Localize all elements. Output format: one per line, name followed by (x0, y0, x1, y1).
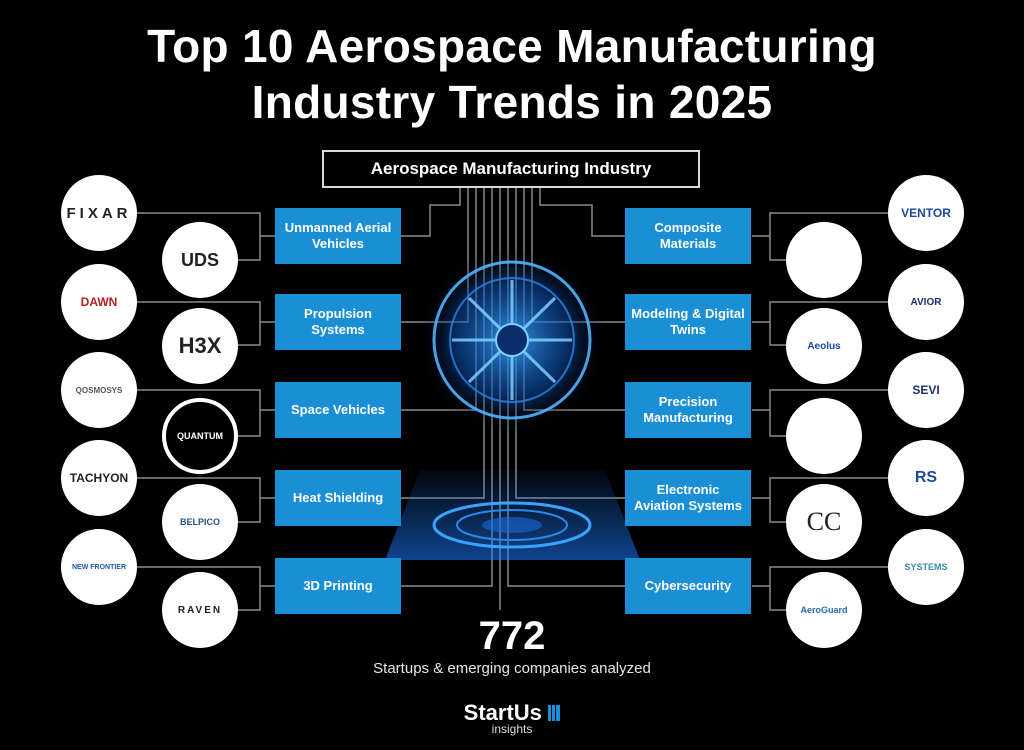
page-title-line-1: Top 10 Aerospace Manufacturing (147, 20, 877, 72)
trend-modeling-digital-twins: Modeling & Digital Twins (625, 294, 751, 350)
logo-uds: UDS (162, 222, 238, 298)
logo-sevi: SEVI (888, 352, 964, 428)
industry-header: Aerospace Manufacturing Industry (322, 150, 700, 188)
trend-space-vehicles: Space Vehicles (275, 382, 401, 438)
bar-chart-icon (548, 705, 561, 721)
logo-raven: RAVEN (162, 572, 238, 648)
logo-aeolus: Aeolus (786, 308, 862, 384)
brand-subtitle: insights (491, 722, 533, 736)
trend-3d-printing: 3D Printing (275, 558, 401, 614)
logo-composite-startup (786, 222, 862, 298)
logo-rs-flight-systems: RS (888, 440, 964, 516)
trend-precision-manufacturing: Precision Manufacturing (625, 382, 751, 438)
logo-avior: AVIOR (888, 264, 964, 340)
trend-propulsion-systems: Propulsion Systems (275, 294, 401, 350)
logo-h3x: H3X (162, 308, 238, 384)
logo-quantum: QUANTUM (162, 398, 238, 474)
logo-qosmosys: QOSMOSYS (61, 352, 137, 428)
page-title-line-2: Industry Trends in 2025 (251, 76, 773, 128)
logo-tachyon: TACHYON (61, 440, 137, 516)
logo-precision-startup (786, 398, 862, 474)
brand-name: StartUs (463, 700, 542, 725)
trend-cybersecurity: Cybersecurity (625, 558, 751, 614)
logo-systems: SYSTEMS (888, 529, 964, 605)
logo-new-frontier: NEW FRONTIER (61, 529, 137, 605)
startups-count: 772 (478, 614, 546, 658)
brand-logo: StartUs (0, 700, 1024, 740)
trend-unmanned-aerial-vehicles: Unmanned Aerial Vehicles (275, 208, 401, 264)
trend-heat-shielding: Heat Shielding (275, 470, 401, 526)
engine-hologram-icon (385, 245, 640, 560)
logo-cc: CC (786, 484, 862, 560)
trend-electronic-aviation-systems: Electronic Aviation Systems (625, 470, 751, 526)
trend-composite-materials: Composite Materials (625, 208, 751, 264)
logo-dawn: DAWN (61, 264, 137, 340)
logo-ventor: VENTOR (888, 175, 964, 251)
logo-aeroguard: AeroGuard (786, 572, 862, 648)
logo-belpico: BELPICO (162, 484, 238, 560)
startups-caption: Startups & emerging companies analyzed (373, 660, 651, 677)
logo-fixar: FIXAR (61, 175, 137, 251)
